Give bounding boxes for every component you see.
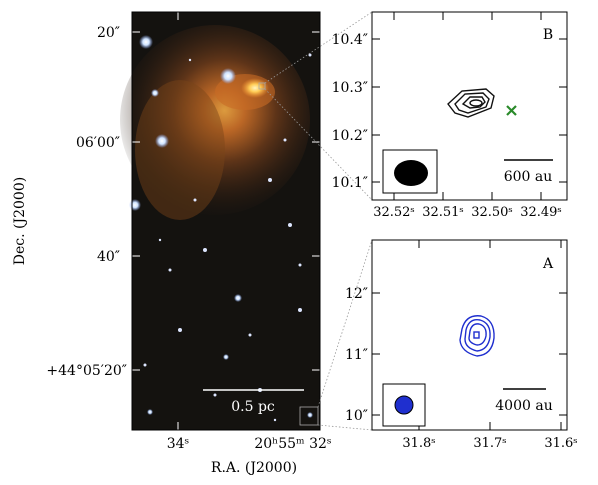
panel-a-ytick-2: 11″ <box>345 347 368 363</box>
panel-b-scalebar-label: 600 au <box>504 169 553 185</box>
panel-a-ytick-3: 10″ <box>345 408 368 424</box>
panel-b-xtick-1: 32.52ˢ <box>373 205 415 220</box>
panel-b-cross-marker <box>506 105 517 116</box>
panel-a-contours <box>459 315 495 357</box>
panel-a-beam <box>394 395 414 415</box>
zoom-connectors <box>264 11 373 431</box>
panel-a: A 4000 au <box>371 239 568 431</box>
panel-b-xtick-2: 32.51ˢ <box>422 205 464 220</box>
panel-a-ticks <box>372 240 567 430</box>
panel-b-beam <box>394 160 428 186</box>
main-ytick-3: 40″ <box>97 249 120 265</box>
panel-b-ytick-3: 10.2″ <box>332 128 368 144</box>
panel-a-xtick-1: 31.8ˢ <box>402 436 435 451</box>
panel-a-xtick-2: 31.7ˢ <box>473 436 506 451</box>
panel-b-ytick-1: 10.4″ <box>332 32 368 48</box>
main-ytick-1: 20″ <box>97 25 120 41</box>
main-ticks <box>132 12 326 430</box>
panel-a-scalebar-label: 4000 au <box>495 398 552 414</box>
stars <box>129 35 313 422</box>
main-xtick-1: 34ˢ <box>167 436 190 452</box>
main-ytick-2: 06′00″ <box>76 135 120 151</box>
panel-b-xtick-4: 32.49ˢ <box>520 205 562 220</box>
nebula <box>120 25 310 220</box>
panel-a-letter: A <box>542 256 554 272</box>
main-panel: 0.5 pc <box>120 11 326 431</box>
main-ylabel: Dec. (J2000) <box>12 177 28 265</box>
main-ytick-4: +44°05′20″ <box>46 363 127 379</box>
panel-b-ytick-4: 10.1″ <box>332 175 368 191</box>
main-scalebar-label: 0.5 pc <box>231 399 275 415</box>
zoom-box-b <box>258 82 266 90</box>
panel-a-xtick-3: 31.6ˢ <box>544 436 577 451</box>
panel-b-ytick-2: 10.3″ <box>332 80 368 96</box>
main-frame <box>131 11 321 431</box>
panel-a-ytick-1: 12″ <box>345 286 368 302</box>
panel-b-xtick-3: 32.50ˢ <box>471 205 513 220</box>
panel-b-letter: B <box>543 27 553 43</box>
main-xtick-2: 20ʰ55ᵐ 32ˢ <box>254 436 332 452</box>
panel-b: B 600 au <box>371 11 568 201</box>
panel-b-contours <box>447 88 495 118</box>
main-xlabel: R.A. (J2000) <box>211 460 297 476</box>
zoom-box-a <box>299 406 319 426</box>
